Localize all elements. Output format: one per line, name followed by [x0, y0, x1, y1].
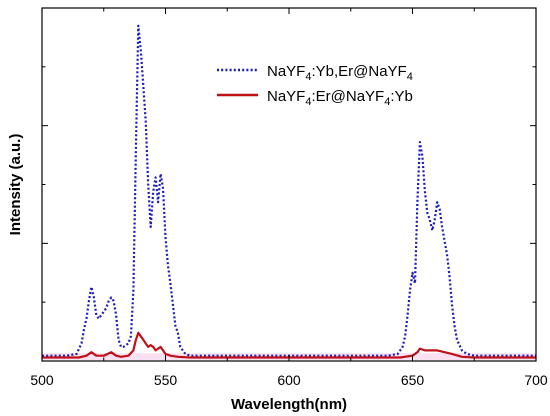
legend-label-1: NaYF4:Yb,Er@NaYF4	[267, 63, 413, 83]
x-tick-label: 500	[30, 372, 54, 388]
legend: NaYF4:Yb,Er@NaYF4 NaYF4:Er@NaYF4:Yb	[217, 63, 413, 108]
tick-labels-layer: 500 550 600 650 700	[30, 372, 548, 388]
x-tick-label: 550	[154, 372, 178, 388]
series-line-2	[42, 331, 536, 359]
ticks-layer	[41, 7, 537, 362]
x-tick-label: 650	[401, 372, 425, 388]
x-tick-label: 700	[524, 372, 548, 388]
y-axis-label: Intensity (a.u.)	[7, 134, 24, 236]
series-line-1	[42, 24, 536, 357]
x-tick-label: 600	[277, 372, 301, 388]
x-axis-label: Wavelength(nm)	[231, 396, 347, 413]
legend-label-2: NaYF4:Er@NaYF4:Yb	[267, 88, 413, 108]
